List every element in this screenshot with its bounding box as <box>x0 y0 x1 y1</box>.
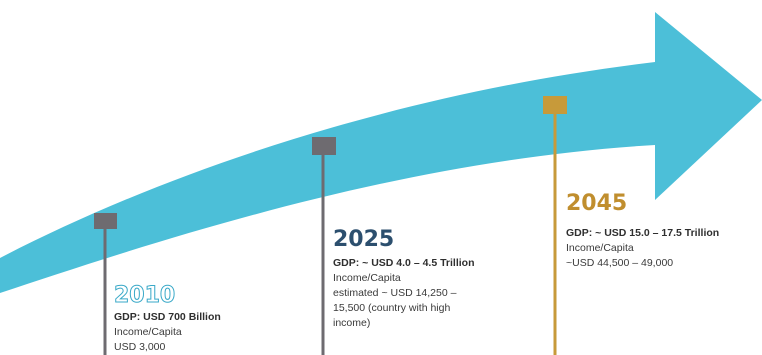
gdp-text: GDP: USD 700 Billion <box>114 311 221 323</box>
year-label-2010: 2010 <box>113 283 176 308</box>
income-value: USD 3,000 <box>114 341 166 353</box>
milestone-info-2025: GDP: ~ USD 4.0 – 4.5 Trillion Income/Cap… <box>333 256 475 331</box>
year-label-2045: 2045 <box>566 191 628 216</box>
income-label: Income/Capita <box>333 272 401 284</box>
income-label: Income/Capita <box>566 242 634 254</box>
milestone-info-2045: GDP: ~ USD 15.0 – 17.5 Trillion Income/C… <box>566 226 719 271</box>
income-value-cont: 15,500 (country with high <box>333 302 451 314</box>
marker-2045 <box>543 96 567 114</box>
gdp-text: GDP: ~ USD 15.0 – 17.5 Trillion <box>566 227 720 239</box>
milestone-info-2010: GDP: USD 700 Billion Income/Capita USD 3… <box>114 310 221 355</box>
income-label: Income/Capita <box>114 326 182 338</box>
income-value: estimated ~ USD 14,250 – <box>333 287 457 299</box>
income-value: ~USD 44,500 – 49,000 <box>566 257 674 269</box>
year-label-2025: 2025 <box>333 227 395 252</box>
growth-arrow <box>0 12 762 293</box>
marker-2025 <box>312 137 336 155</box>
marker-2010 <box>94 213 117 229</box>
income-value-cont: income) <box>333 317 371 329</box>
gdp-text: GDP: ~ USD 4.0 – 4.5 Trillion <box>333 257 475 269</box>
